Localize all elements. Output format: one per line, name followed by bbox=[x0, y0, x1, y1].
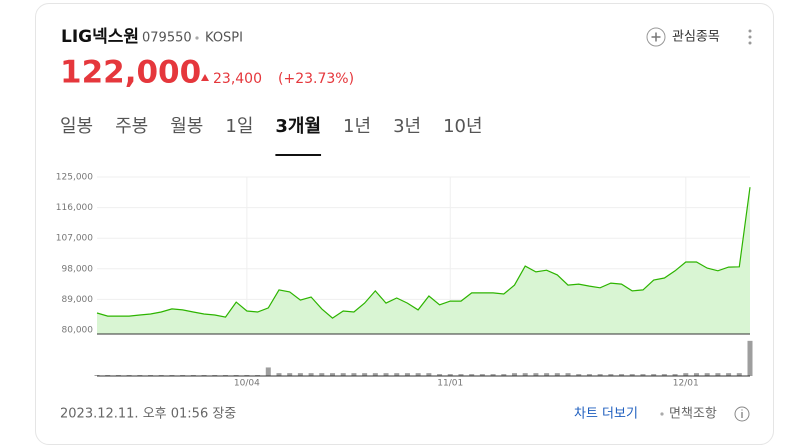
volume-bar bbox=[490, 374, 496, 376]
volume-bar bbox=[479, 374, 485, 376]
volume-bar bbox=[362, 373, 368, 376]
tabs: 일봉 주봉 월봉 1일 3개월 1년 3년 10년 bbox=[60, 116, 483, 156]
y-tick-label: 116,000 bbox=[56, 203, 93, 213]
volume-bar bbox=[330, 373, 336, 376]
tab[interactable]: 3개월 bbox=[275, 116, 321, 137]
volume-bar bbox=[511, 373, 517, 376]
y-tick-label: 89,000 bbox=[62, 295, 94, 305]
tab[interactable]: 1년 bbox=[343, 116, 371, 137]
volume-bar bbox=[586, 374, 592, 376]
plus-circle[interactable] bbox=[646, 27, 666, 47]
tab[interactable]: 3년 bbox=[393, 116, 421, 137]
volume-bar bbox=[608, 374, 614, 376]
stock-code: 079550 bbox=[142, 31, 192, 46]
y-tick-label: 80,000 bbox=[62, 326, 94, 336]
volume-bar bbox=[693, 373, 699, 376]
tab[interactable]: 일봉 bbox=[60, 116, 93, 137]
volume-bar bbox=[715, 373, 721, 376]
separator bbox=[660, 412, 664, 416]
volume-bar bbox=[469, 374, 475, 376]
price-area bbox=[97, 187, 750, 334]
volume-bar bbox=[576, 374, 582, 376]
x-tick-label: 11/01 bbox=[437, 379, 463, 389]
volume-bar bbox=[672, 374, 678, 376]
volume-bar bbox=[619, 374, 625, 376]
disclaimer[interactable]: 면책조항 bbox=[669, 407, 717, 422]
volume-bar bbox=[533, 373, 539, 376]
volume-bar bbox=[372, 373, 378, 376]
dot[interactable] bbox=[748, 29, 752, 33]
volume-bar bbox=[704, 373, 710, 376]
x-tick-label: 10/04 bbox=[234, 379, 260, 389]
info-icon[interactable] bbox=[734, 406, 750, 422]
volume-bar bbox=[276, 373, 282, 376]
market: KOSPI bbox=[205, 31, 243, 46]
separator bbox=[195, 36, 199, 40]
y-tick-label: 125,000 bbox=[56, 173, 93, 183]
x-tick-label: 12/01 bbox=[673, 379, 699, 389]
volume-bar bbox=[501, 374, 507, 376]
volume-bar bbox=[458, 374, 464, 376]
volume-bar bbox=[565, 373, 571, 376]
volume-bar bbox=[661, 374, 667, 376]
more-menu[interactable] bbox=[748, 29, 752, 45]
change-percent: (+23.73%) bbox=[278, 71, 354, 87]
volume-bar bbox=[522, 373, 528, 376]
tab[interactable]: 1일 bbox=[225, 116, 253, 137]
volume-bar bbox=[544, 373, 550, 376]
volume-bar bbox=[319, 373, 325, 376]
stock-name: LIG넥스원 bbox=[61, 27, 139, 47]
dot[interactable] bbox=[748, 41, 752, 45]
up-arrow bbox=[201, 74, 209, 81]
volume-bar bbox=[629, 374, 635, 376]
volume-bar bbox=[640, 374, 646, 376]
volume-bar bbox=[554, 373, 560, 376]
tab[interactable]: 주봉 bbox=[115, 116, 148, 137]
timestamp: 2023.12.11. 오후 01:56 장중 bbox=[60, 407, 236, 422]
change: 23,400 bbox=[213, 71, 262, 87]
volume-bar bbox=[394, 373, 400, 376]
widget: LIG넥스원 079550 KOSPI 122,000 23,400 (+23.… bbox=[56, 27, 753, 422]
volume-bar bbox=[297, 373, 303, 376]
volume-bar bbox=[308, 373, 314, 376]
y-tick-label: 98,000 bbox=[62, 264, 94, 274]
chart: 80,000 89,000 98,000 107,000 116,000 125,000 1… bbox=[56, 173, 753, 389]
watch-label[interactable]: 관심종목 bbox=[672, 30, 720, 45]
watch-button[interactable]: 관심종목 bbox=[646, 27, 720, 47]
volume-bar bbox=[683, 373, 689, 376]
volume-bar bbox=[340, 373, 346, 376]
volume-bar bbox=[726, 373, 732, 376]
volume-bar bbox=[736, 373, 742, 376]
more-link[interactable]: 차트 더보기 bbox=[574, 407, 638, 422]
volume-bar bbox=[597, 374, 603, 376]
volume-bar bbox=[747, 340, 753, 376]
volume-bar bbox=[404, 373, 410, 376]
volume-bar bbox=[651, 374, 657, 376]
page: LIG넥스원 079550 KOSPI 122,000 23,400 (+23.… bbox=[35, 3, 774, 445]
dot[interactable] bbox=[748, 35, 752, 39]
volume-bar bbox=[415, 373, 421, 376]
tab[interactable]: 10년 bbox=[443, 116, 482, 137]
volume-bar bbox=[265, 367, 271, 376]
plus-icon[interactable] bbox=[651, 32, 661, 42]
price-line bbox=[96, 187, 751, 319]
volume-bar bbox=[383, 373, 389, 376]
price: 122,000 bbox=[60, 55, 201, 91]
volume-bar bbox=[426, 373, 432, 376]
volume-bar bbox=[447, 374, 453, 376]
tab[interactable]: 월봉 bbox=[170, 116, 203, 137]
y-tick-label: 107,000 bbox=[56, 234, 93, 244]
volume-bar bbox=[287, 373, 293, 376]
volume-bar bbox=[437, 374, 443, 376]
volume-bar bbox=[351, 373, 357, 376]
